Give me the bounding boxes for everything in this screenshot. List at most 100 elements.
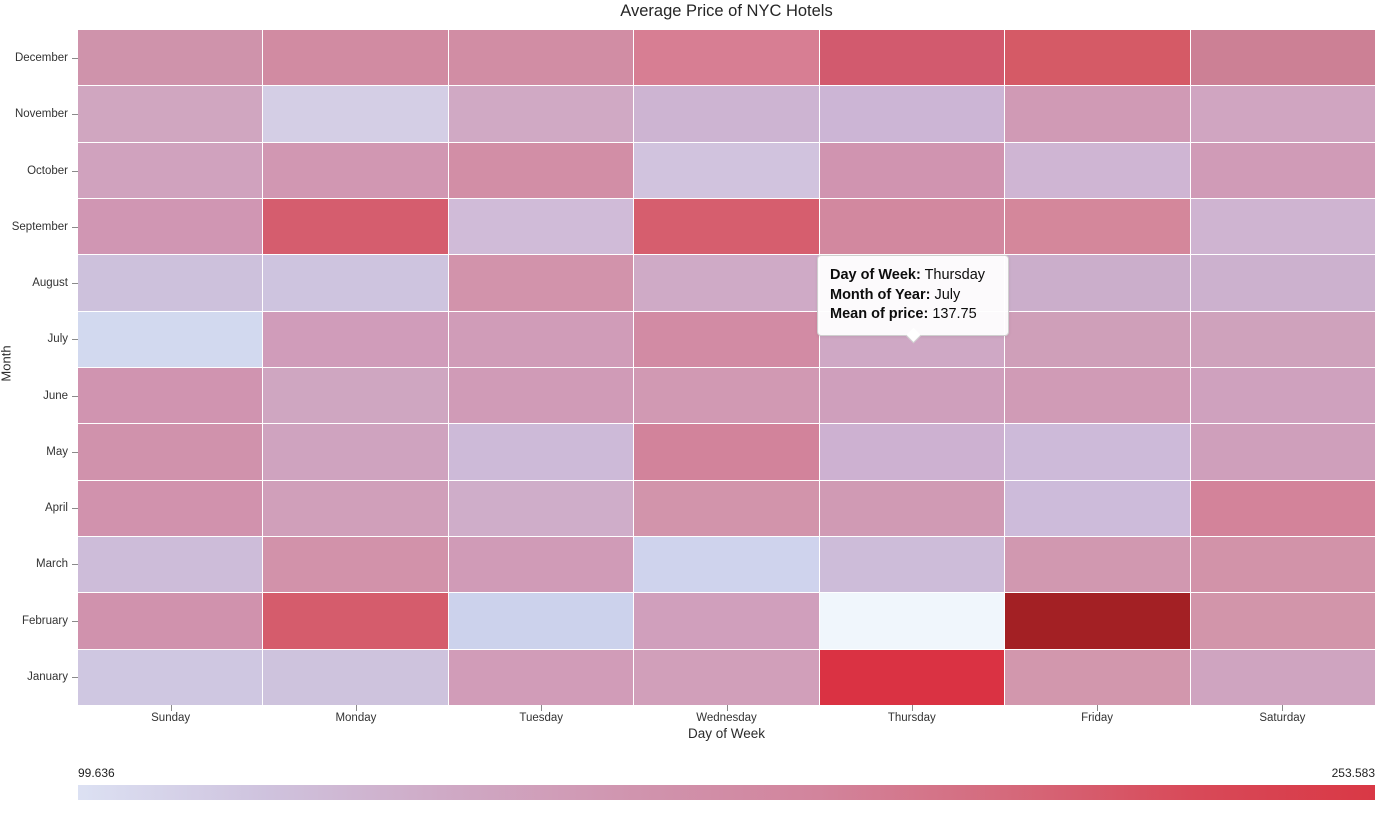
heatmap-cell-december-monday[interactable] bbox=[263, 30, 448, 86]
heatmap-cell-october-tuesday[interactable] bbox=[448, 142, 634, 198]
x-axis-label-tuesday: Tuesday bbox=[519, 712, 564, 724]
heatmap-cell-october-friday[interactable] bbox=[1005, 142, 1190, 198]
heatmap-cell-august-tuesday[interactable] bbox=[448, 255, 634, 311]
chart-title: Average Price of NYC Hotels bbox=[620, 2, 833, 20]
heatmap-cell-june-sunday[interactable] bbox=[78, 367, 263, 424]
heatmap-cell-july-monday[interactable] bbox=[263, 311, 448, 367]
x-axis-tick bbox=[1097, 705, 1099, 711]
heatmap-cell-april-sunday[interactable] bbox=[78, 480, 263, 536]
heatmap-cell-september-tuesday[interactable] bbox=[448, 198, 634, 255]
heatmap-cell-july-sunday[interactable] bbox=[78, 311, 263, 367]
heatmap-cell-september-saturday[interactable] bbox=[1190, 198, 1375, 255]
heatmap-cell-may-tuesday[interactable] bbox=[448, 424, 634, 480]
heatmap-cell-september-sunday[interactable] bbox=[78, 198, 263, 255]
heatmap-cell-march-sunday[interactable] bbox=[78, 536, 263, 593]
heatmap-cell-march-monday[interactable] bbox=[263, 536, 448, 593]
heatmap-cell-july-friday[interactable] bbox=[1005, 311, 1190, 367]
heatmap-cell-september-friday[interactable] bbox=[1005, 198, 1190, 255]
y-axis-tick bbox=[72, 508, 78, 510]
heatmap-cell-january-sunday[interactable] bbox=[78, 649, 263, 705]
y-axis-label-november: November bbox=[14, 108, 68, 121]
heatmap-cell-july-saturday[interactable] bbox=[1190, 311, 1375, 367]
heatmap-cell-september-wednesday[interactable] bbox=[634, 198, 819, 255]
heatmap-cell-april-monday[interactable] bbox=[263, 480, 448, 536]
heatmap-cell-january-monday[interactable] bbox=[263, 649, 448, 705]
heatmap-cell-november-friday[interactable] bbox=[1005, 86, 1190, 142]
heatmap-cell-may-sunday[interactable] bbox=[78, 424, 263, 480]
heatmap-cell-february-wednesday[interactable] bbox=[634, 593, 819, 649]
heatmap-cell-august-saturday[interactable] bbox=[1190, 255, 1375, 311]
y-axis-tick bbox=[72, 676, 78, 678]
y-axis-label-march: March bbox=[36, 558, 68, 571]
heatmap-cell-march-saturday[interactable] bbox=[1190, 536, 1375, 593]
heatmap-cell-august-friday[interactable] bbox=[1005, 255, 1190, 311]
y-axis-label-october: October bbox=[27, 164, 68, 177]
heatmap-cell-june-friday[interactable] bbox=[1005, 367, 1190, 424]
heatmap-cell-september-monday[interactable] bbox=[263, 198, 448, 255]
heatmap-cell-june-saturday[interactable] bbox=[1190, 367, 1375, 424]
x-axis-label-sunday: Sunday bbox=[151, 712, 191, 724]
heatmap-cell-december-thursday[interactable] bbox=[819, 30, 1005, 86]
heatmap-cell-december-tuesday[interactable] bbox=[448, 30, 634, 86]
heatmap-cell-january-friday[interactable] bbox=[1005, 649, 1190, 705]
heatmap-cell-december-sunday[interactable] bbox=[78, 30, 263, 86]
heatmap-cell-april-tuesday[interactable] bbox=[448, 480, 634, 536]
heatmap-cell-march-friday[interactable] bbox=[1005, 536, 1190, 593]
y-axis-label-april: April bbox=[44, 502, 68, 515]
y-axis-label-july: July bbox=[47, 333, 68, 346]
heatmap-cell-january-thursday[interactable] bbox=[819, 649, 1005, 705]
heatmap-cell-october-saturday[interactable] bbox=[1190, 142, 1375, 198]
x-axis-tick bbox=[726, 705, 728, 711]
heatmap-cell-august-sunday[interactable] bbox=[78, 255, 263, 311]
heatmap-cell-february-monday[interactable] bbox=[263, 593, 448, 649]
heatmap-cell-november-thursday[interactable] bbox=[819, 86, 1005, 142]
heatmap-cell-october-sunday[interactable] bbox=[78, 142, 263, 198]
heatmap-cell-october-thursday[interactable] bbox=[819, 142, 1005, 198]
heatmap-cell-february-sunday[interactable] bbox=[78, 593, 263, 649]
tooltip-row: Day of Week: Thursday bbox=[830, 267, 986, 283]
heatmap-cell-march-tuesday[interactable] bbox=[448, 536, 634, 593]
x-axis-label-saturday: Saturday bbox=[1259, 712, 1306, 724]
heatmap-cell-october-wednesday[interactable] bbox=[634, 142, 819, 198]
heatmap-cell-february-tuesday[interactable] bbox=[448, 593, 634, 649]
heatmap-cell-august-wednesday[interactable] bbox=[634, 255, 819, 311]
heatmap-cell-may-friday[interactable] bbox=[1005, 424, 1190, 480]
heatmap-cell-may-thursday[interactable] bbox=[819, 424, 1005, 480]
heatmap-cell-june-wednesday[interactable] bbox=[634, 367, 819, 424]
heatmap-cell-january-saturday[interactable] bbox=[1190, 649, 1375, 705]
heatmap-cell-september-thursday[interactable] bbox=[819, 198, 1005, 255]
heatmap-cell-april-wednesday[interactable] bbox=[634, 480, 819, 536]
heatmap-cell-april-saturday[interactable] bbox=[1190, 480, 1375, 536]
heatmap-cell-july-wednesday[interactable] bbox=[634, 311, 819, 367]
y-axis-tick bbox=[72, 283, 78, 285]
heatmap-cell-november-tuesday[interactable] bbox=[448, 86, 634, 142]
heatmap-cell-january-wednesday[interactable] bbox=[634, 649, 819, 705]
heatmap-cell-february-saturday[interactable] bbox=[1190, 593, 1375, 649]
y-axis-tick bbox=[72, 564, 78, 566]
heatmap-cell-june-tuesday[interactable] bbox=[448, 367, 634, 424]
heatmap-cell-august-monday[interactable] bbox=[263, 255, 448, 311]
heatmap-cell-december-friday[interactable] bbox=[1005, 30, 1190, 86]
heatmap-cell-june-monday[interactable] bbox=[263, 367, 448, 424]
heatmap-cell-may-saturday[interactable] bbox=[1190, 424, 1375, 480]
heatmap-cell-december-saturday[interactable] bbox=[1190, 30, 1375, 86]
heatmap-cell-april-friday[interactable] bbox=[1005, 480, 1190, 536]
x-axis-tick bbox=[911, 705, 913, 711]
heatmap-cell-november-saturday[interactable] bbox=[1190, 86, 1375, 142]
heatmap-cell-december-wednesday[interactable] bbox=[634, 30, 819, 86]
heatmap-cell-july-tuesday[interactable] bbox=[448, 311, 634, 367]
x-axis-tick bbox=[355, 705, 357, 711]
heatmap-cell-march-wednesday[interactable] bbox=[634, 536, 819, 593]
heatmap-cell-february-friday[interactable] bbox=[1005, 593, 1190, 649]
heatmap-cell-may-monday[interactable] bbox=[263, 424, 448, 480]
heatmap-cell-march-thursday[interactable] bbox=[819, 536, 1005, 593]
heatmap-cell-june-thursday[interactable] bbox=[819, 367, 1005, 424]
heatmap-cell-november-monday[interactable] bbox=[263, 86, 448, 142]
heatmap-cell-april-thursday[interactable] bbox=[819, 480, 1005, 536]
heatmap-cell-february-thursday[interactable] bbox=[819, 593, 1005, 649]
heatmap-cell-january-tuesday[interactable] bbox=[448, 649, 634, 705]
heatmap-cell-november-wednesday[interactable] bbox=[634, 86, 819, 142]
heatmap-cell-november-sunday[interactable] bbox=[78, 86, 263, 142]
heatmap-cell-may-wednesday[interactable] bbox=[634, 424, 819, 480]
heatmap-cell-october-monday[interactable] bbox=[263, 142, 448, 198]
